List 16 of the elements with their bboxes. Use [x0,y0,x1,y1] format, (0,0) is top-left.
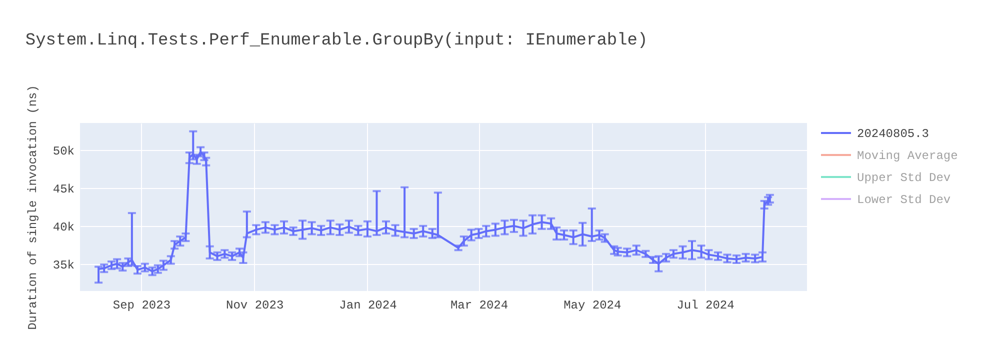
legend-label: Upper Std Dev [857,171,951,185]
y-tick-label: 35k [52,258,74,272]
y-axis-title: Duration of single invocation (ns) [26,85,40,330]
x-tick-label: May 2024 [564,298,622,312]
chart-title: System.Linq.Tests.Perf_Enumerable.GroupBy(input: IEnumerable) [25,32,648,51]
x-tick-label: Jul 2024 [676,298,734,312]
x-tick-label: Sep 2023 [112,298,171,312]
y-tick-label: 45k [52,182,74,197]
x-tick-label: Mar 2024 [450,298,508,312]
legend-label: Moving Average [857,149,958,163]
legend-label: Lower Std Dev [857,193,951,207]
x-tick-label: Jan 2024 [339,298,397,312]
y-tick-label: 40k [52,220,74,234]
y-tick-label: 50k [52,144,74,159]
x-tick-label: Nov 2023 [226,298,284,312]
legend-label: 20240805.3 [857,127,930,141]
